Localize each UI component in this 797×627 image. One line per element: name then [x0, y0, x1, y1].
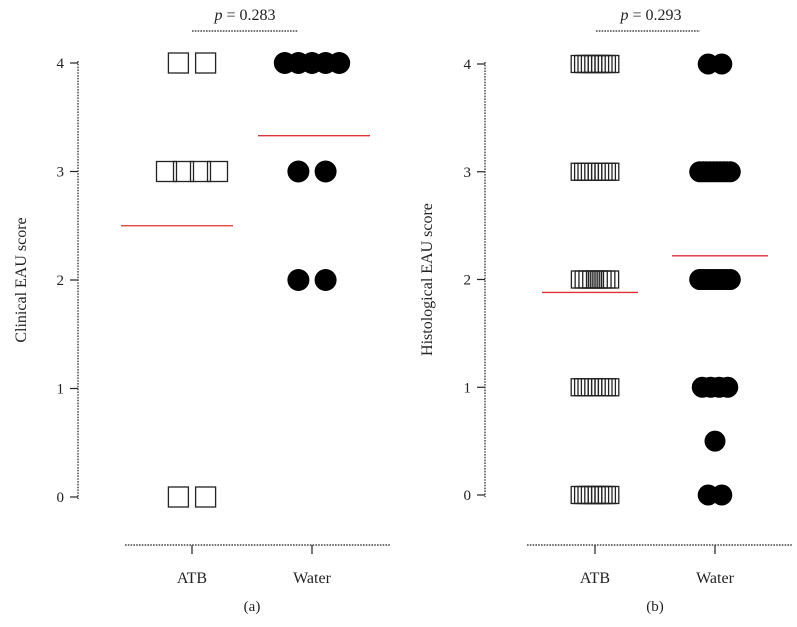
- p-value: = 0.293: [632, 7, 681, 24]
- y-tick-label: 4: [57, 56, 65, 72]
- y-tick-label: 2: [57, 273, 65, 289]
- data-point-circle: [314, 160, 337, 183]
- y-tick-label: 0: [57, 490, 65, 506]
- data-point-square: [167, 486, 190, 508]
- panel-label: (b): [646, 599, 664, 615]
- data-point-circle: [287, 269, 310, 291]
- p-value: = 0.283: [226, 7, 275, 24]
- x-tick-label: ATB: [580, 570, 610, 587]
- data-point-square: [194, 52, 217, 74]
- data-point-circle: [704, 430, 726, 452]
- data-point-square: [172, 160, 195, 183]
- y-axis-label: Clinical EAU score: [13, 217, 30, 342]
- y-tick-label: 2: [464, 273, 472, 289]
- data-point-circle: [711, 484, 733, 506]
- data-point-circle: [719, 161, 741, 183]
- data-point-square: [601, 378, 620, 397]
- data-point-circle: [314, 269, 337, 291]
- data-point-circle: [711, 53, 733, 75]
- y-tick-label: 4: [464, 57, 472, 73]
- panel-label: (a): [244, 599, 261, 615]
- y-tick-label: 1: [464, 380, 472, 396]
- data-point-square: [189, 160, 212, 183]
- data-point-square: [601, 485, 620, 505]
- data-point-square: [167, 52, 190, 74]
- data-point-square: [600, 270, 620, 289]
- x-tick-label: Water: [293, 570, 331, 587]
- y-tick-label: 3: [464, 165, 472, 181]
- y-tick-label: 1: [57, 382, 65, 398]
- p-symbol: p: [213, 7, 226, 24]
- p-value-label: p = 0.293: [619, 7, 681, 24]
- p-symbol: p: [619, 7, 632, 24]
- y-tick-label: 0: [464, 488, 472, 504]
- data-point-square: [601, 162, 620, 181]
- y-axis-label: Histological EAU score: [419, 203, 436, 356]
- y-tick-label: 3: [57, 165, 65, 181]
- data-point-circle: [328, 52, 351, 74]
- p-value-label: p = 0.283: [213, 7, 275, 24]
- data-point-circle: [287, 160, 310, 183]
- chart-panel-a: 0 1 2 3 4 Clinical EAU score ATB Water (a) p = 0.…: [13, 7, 390, 615]
- data-point-circle: [717, 376, 739, 398]
- data-point-square: [194, 486, 217, 508]
- chart-panel-b: 0 1 2 3 4 Histological EAU score ATB Water (b) p …: [419, 7, 792, 615]
- data-point-square: [206, 160, 229, 183]
- data-point-square: [155, 160, 178, 183]
- data-point-square: [601, 54, 620, 74]
- x-tick-label: Water: [696, 570, 734, 587]
- x-tick-label: ATB: [177, 570, 207, 587]
- data-point-circle: [719, 269, 741, 290]
